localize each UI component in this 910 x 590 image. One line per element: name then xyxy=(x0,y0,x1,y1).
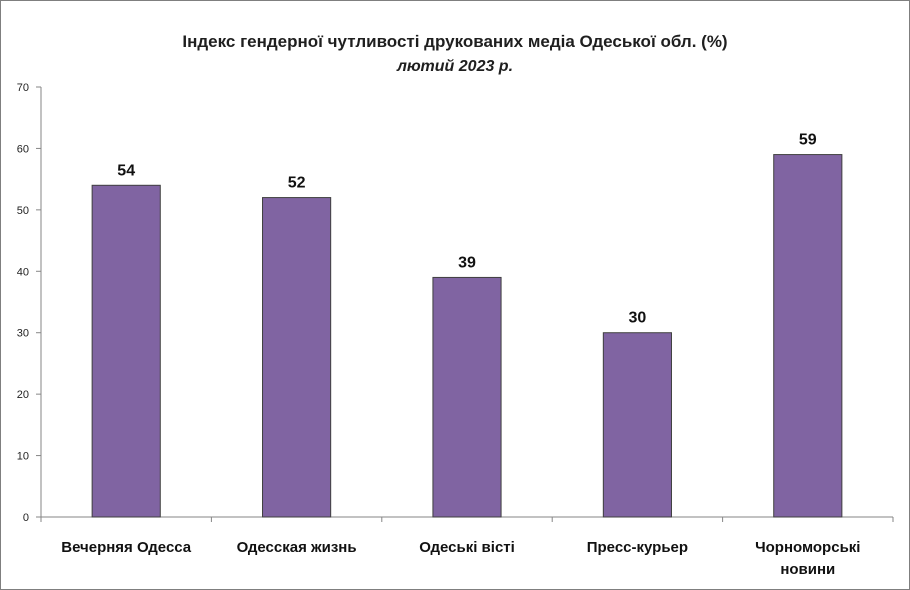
y-tick-label: 70 xyxy=(17,82,29,94)
bars xyxy=(91,154,843,518)
y-tick-label: 0 xyxy=(23,512,29,524)
category-label: Одеські вісті xyxy=(419,539,515,556)
category-label: новини xyxy=(780,561,835,578)
category-label: Пресс-курьер xyxy=(587,539,688,556)
labels: 54 Вечерняя Одесса 52 Одесская жизнь 39 Одесь… xyxy=(61,132,860,578)
data-label: 30 xyxy=(629,310,647,327)
category-label: Чорноморські xyxy=(755,539,860,556)
data-label: 54 xyxy=(117,162,135,179)
y-tick-label: 40 xyxy=(17,266,29,278)
data-label: 39 xyxy=(458,254,476,271)
chart-subtitle: лютий 2023 р. xyxy=(396,58,514,75)
data-label: 52 xyxy=(288,175,306,192)
bar xyxy=(602,332,672,518)
chart-title: Індекс гендерної чутливості друкованих м… xyxy=(182,32,728,51)
category-label: Одесская жизнь xyxy=(237,539,357,556)
category-label: Вечерняя Одесса xyxy=(61,539,192,556)
y-tick-label: 30 xyxy=(17,328,29,340)
bar xyxy=(262,197,332,518)
y-tick-label: 20 xyxy=(17,389,29,401)
bar xyxy=(91,184,161,518)
bar xyxy=(773,154,843,518)
y-tick-label: 50 xyxy=(17,205,29,217)
data-label: 59 xyxy=(799,132,817,149)
y-tick-label: 60 xyxy=(17,143,29,155)
y-tick-label: 10 xyxy=(17,451,29,463)
bar xyxy=(432,276,502,518)
